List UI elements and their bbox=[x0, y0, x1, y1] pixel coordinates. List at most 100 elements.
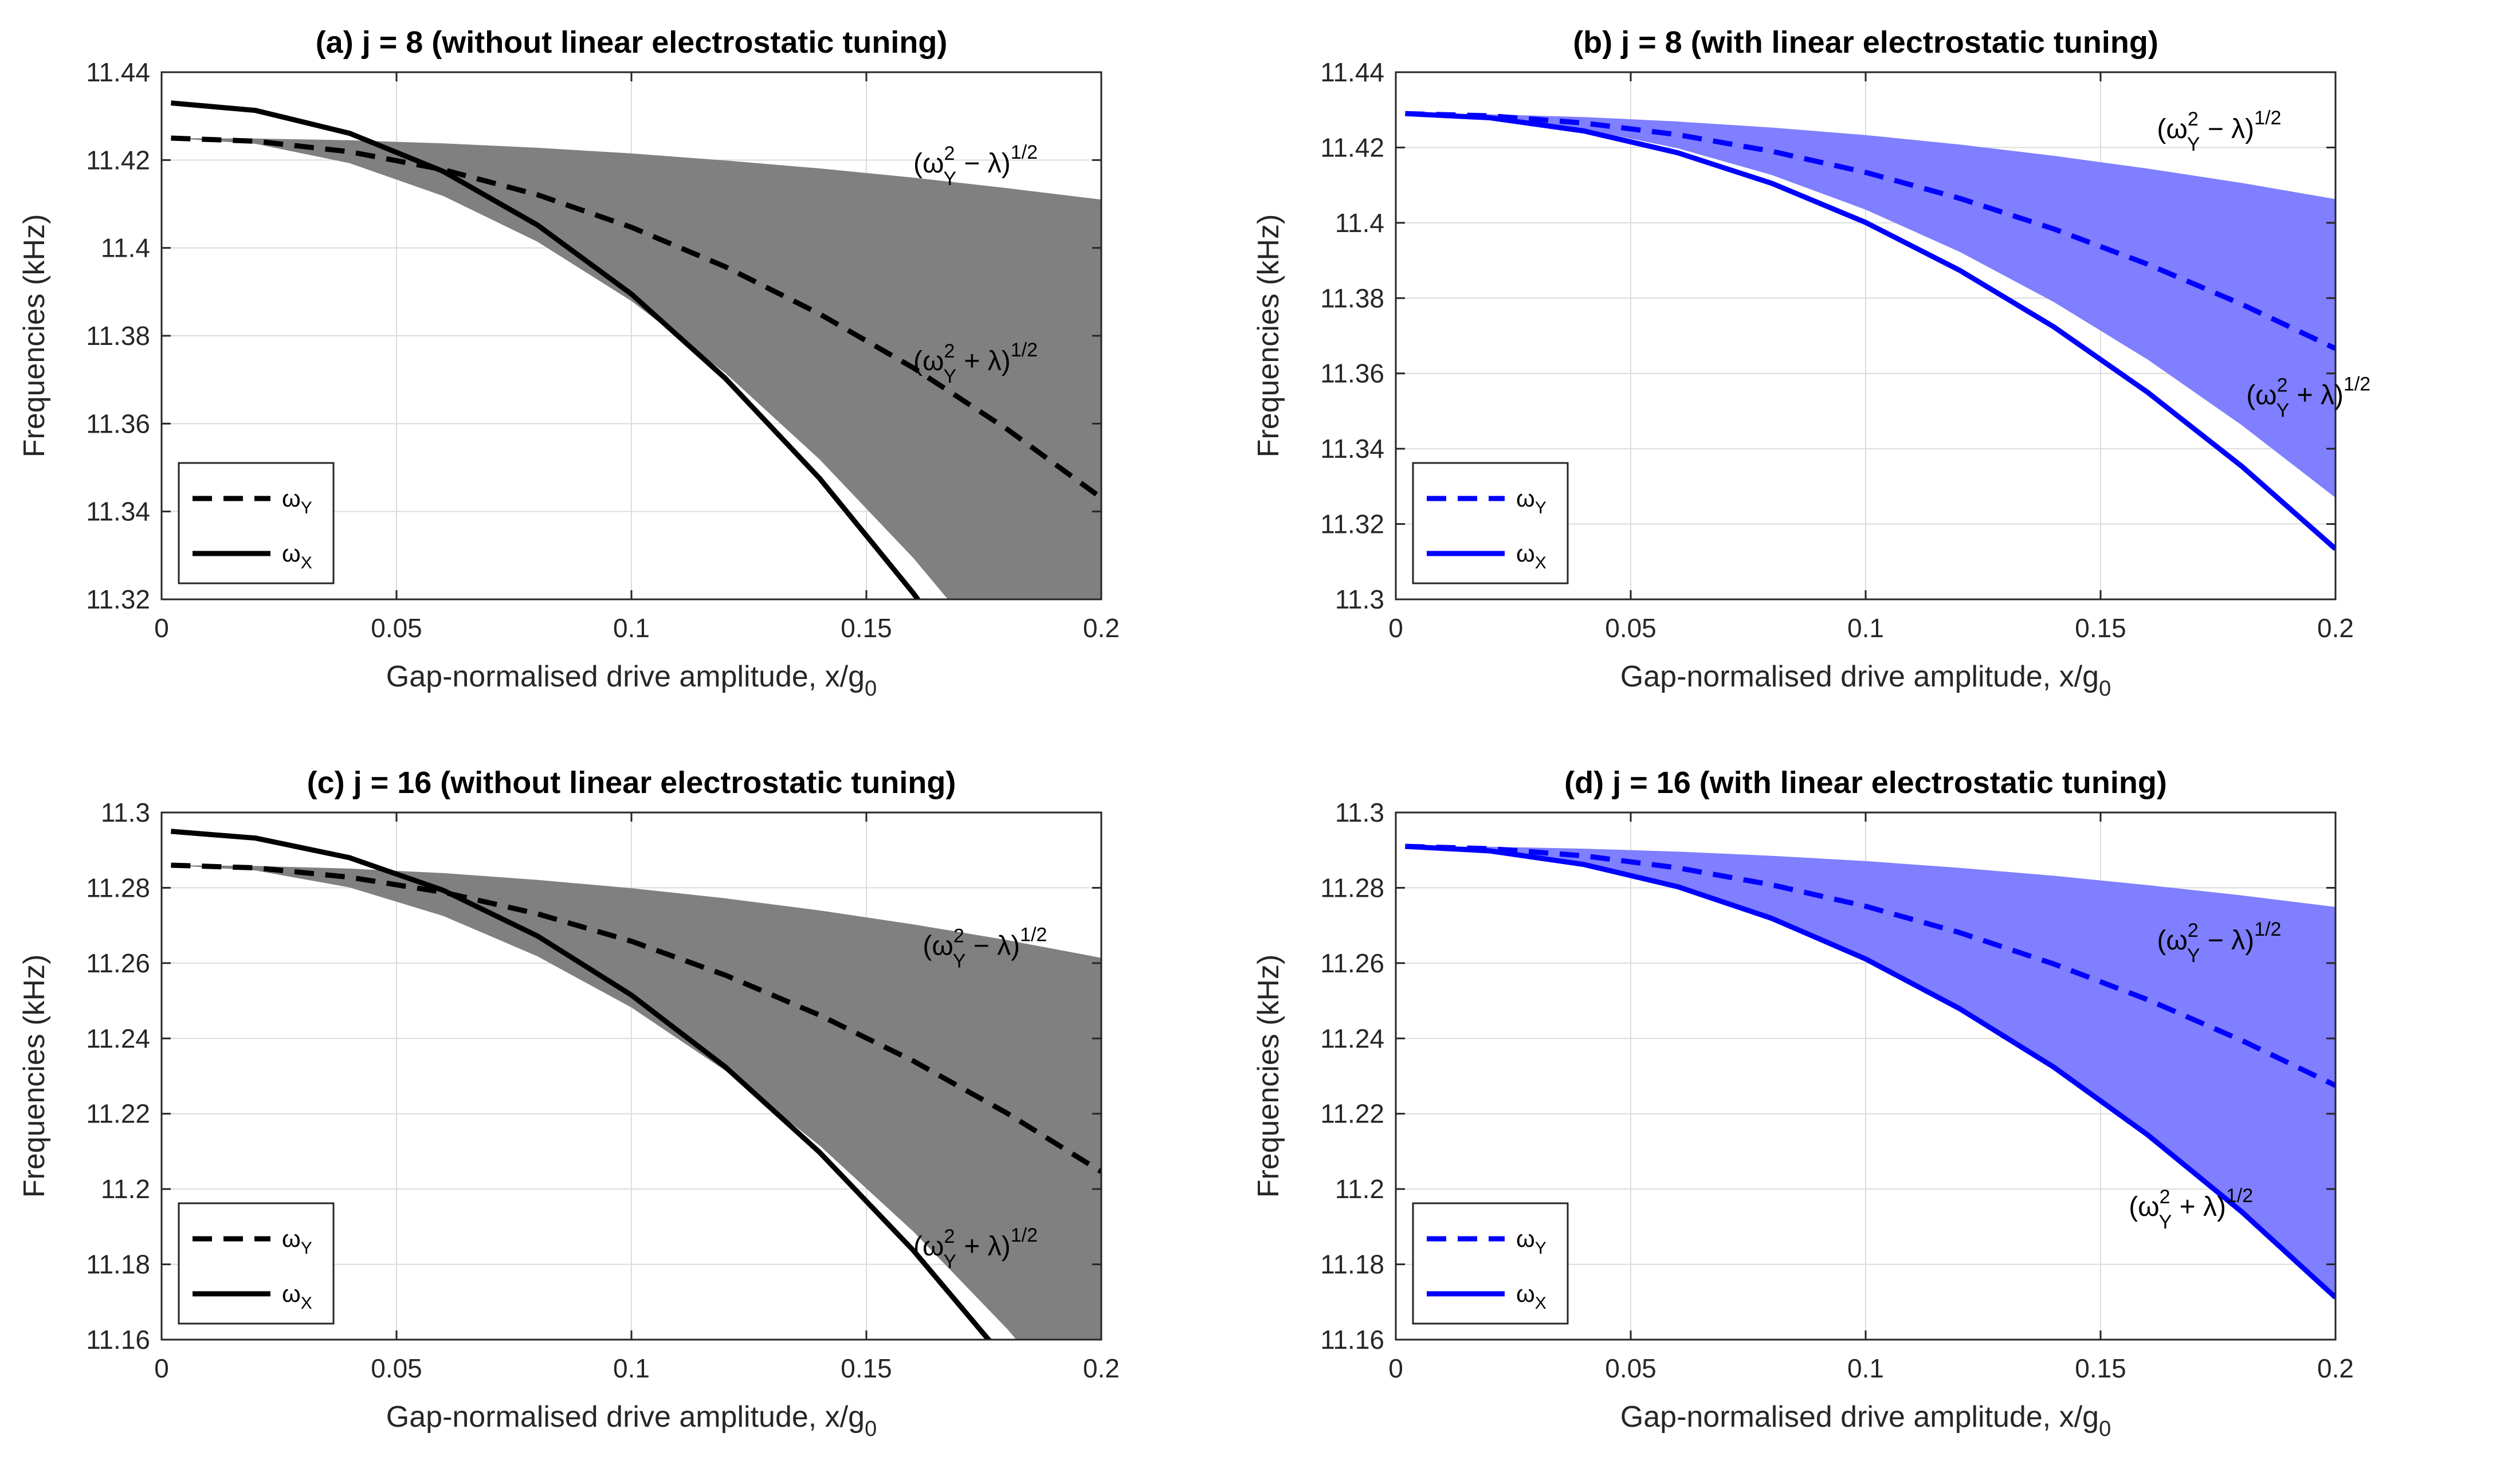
y-tick-label: 11.42 bbox=[1320, 132, 1384, 162]
y-tick-label: 11.18 bbox=[86, 1250, 150, 1279]
annotation-minus: (ω2 Y − λ)1/2 bbox=[913, 142, 1038, 190]
y-tick-label: 11.22 bbox=[1320, 1099, 1384, 1129]
y-tick-label: 11.28 bbox=[86, 873, 150, 902]
y-tick-label: 11.26 bbox=[86, 948, 150, 978]
y-tick-label: 11.28 bbox=[1320, 873, 1384, 902]
x-tick-label: 0.15 bbox=[841, 1353, 892, 1383]
panel-d: 0 0.05 0.1 0.15 0.2 11.16 11.18 11.2 11.22 11.24 1… bbox=[1252, 766, 2354, 1441]
y-tick-label: 11.42 bbox=[86, 145, 150, 175]
annotation-plus: (ω2 Y + λ)1/2 bbox=[2246, 374, 2370, 422]
y-tick-label: 11.32 bbox=[1320, 509, 1384, 539]
legend: ωY ωX bbox=[178, 1202, 335, 1325]
series-line-x bbox=[171, 829, 992, 1340]
legend-label-y: ωY bbox=[1516, 1225, 1546, 1258]
y-tick-label: 11.4 bbox=[101, 233, 150, 263]
shaded-band bbox=[171, 865, 1101, 1340]
annotation-plus: (ω2 Y + λ)1/2 bbox=[913, 339, 1038, 387]
series-line-y bbox=[1405, 111, 2335, 351]
x-axis-label: Gap-normalised drive amplitude, x/g0 bbox=[1620, 660, 2111, 701]
x-tick-label: 0 bbox=[1388, 613, 1403, 643]
x-tick-label: 0.05 bbox=[1605, 613, 1657, 643]
y-tick-label: 11.36 bbox=[86, 409, 150, 438]
y-tick-label: 11.38 bbox=[86, 321, 150, 351]
x-axis-label: Gap-normalised drive amplitude, x/g0 bbox=[386, 660, 877, 701]
x-tick-label: 0.1 bbox=[613, 613, 650, 643]
panel-title: (d) j = 16 (with linear electrostatic tu… bbox=[1564, 766, 2167, 800]
legend-box bbox=[1412, 462, 1569, 584]
y-axis-label: Frequencies (kHz) bbox=[1252, 214, 1285, 458]
x-tick-label: 0.2 bbox=[1083, 613, 1120, 643]
legend: ωY ωX bbox=[178, 462, 335, 584]
y-tick-label: 11.34 bbox=[1320, 434, 1384, 464]
y-tick-label: 11.44 bbox=[1320, 57, 1384, 87]
y-tick-label: 11.32 bbox=[86, 584, 150, 614]
x-tick-label: 0.1 bbox=[1847, 613, 1884, 643]
y-tick-label: 11.4 bbox=[1335, 208, 1384, 238]
annotation-plus: (ω2 Y + λ)1/2 bbox=[2129, 1185, 2253, 1233]
series-line-y bbox=[1405, 843, 2335, 1088]
x-tick-label: 0.05 bbox=[1605, 1353, 1657, 1383]
x-tick-label: 0.2 bbox=[2317, 613, 2354, 643]
x-tick-label: 0.15 bbox=[2075, 1353, 2126, 1383]
panel-title: (c) j = 16 (without linear electrostatic… bbox=[307, 766, 956, 800]
series-line-x bbox=[1405, 843, 2335, 1300]
y-tick-label: 11.24 bbox=[1320, 1023, 1384, 1053]
x-tick-label: 0.15 bbox=[841, 613, 892, 643]
y-tick-label: 11.16 bbox=[1320, 1325, 1384, 1355]
legend: ωY ωX bbox=[1412, 462, 1569, 584]
y-tick-label: 11.3 bbox=[101, 798, 150, 827]
y-tick-label: 11.2 bbox=[1335, 1174, 1384, 1204]
series-line-y bbox=[171, 862, 1101, 1174]
series-line-y bbox=[171, 135, 1101, 500]
x-tick-label: 0 bbox=[154, 613, 169, 643]
y-tick-label: 11.2 bbox=[101, 1174, 150, 1204]
y-axis-label: Frequencies (kHz) bbox=[18, 955, 51, 1198]
shaded-band bbox=[171, 138, 1101, 599]
x-tick-label: 0.05 bbox=[371, 1353, 422, 1383]
legend-label-x: ωX bbox=[282, 540, 312, 572]
y-axis-label: Frequencies (kHz) bbox=[18, 214, 51, 458]
x-tick-label: 0.1 bbox=[613, 1353, 650, 1383]
y-tick-label: 11.24 bbox=[86, 1023, 150, 1053]
y-axis-label: Frequencies (kHz) bbox=[1252, 955, 1285, 1198]
series-line-x bbox=[1405, 111, 2335, 551]
y-tick-label: 11.38 bbox=[1320, 283, 1384, 313]
x-tick-label: 0.2 bbox=[1083, 1353, 1120, 1383]
x-tick-label: 0 bbox=[1388, 1353, 1403, 1383]
panel-title: (a) j = 8 (without linear electrostatic … bbox=[316, 25, 948, 60]
x-tick-label: 0 bbox=[154, 1353, 169, 1383]
x-axis-label: Gap-normalised drive amplitude, x/g0 bbox=[1620, 1400, 2111, 1441]
legend-label-x: ωX bbox=[282, 1280, 312, 1313]
panel-a: 0 0.05 0.1 0.15 0.2 11.32 11.34 11.36 11.38 11.4 1… bbox=[18, 25, 1120, 701]
x-tick-label: 0.05 bbox=[371, 613, 422, 643]
y-tick-label: 11.18 bbox=[1320, 1250, 1384, 1279]
panel-c: 0 0.05 0.1 0.15 0.2 11.16 11.18 11.2 11.22 11.24 1… bbox=[18, 766, 1120, 1441]
panel-b: 0 0.05 0.1 0.15 0.2 11.3 11.32 11.34 11.36 11.38 1… bbox=[1252, 25, 2370, 701]
x-tick-label: 0.15 bbox=[2075, 613, 2126, 643]
y-tick-label: 11.16 bbox=[86, 1325, 150, 1355]
y-tick-label: 11.34 bbox=[86, 497, 150, 527]
legend-label-x: ωX bbox=[1516, 1280, 1546, 1313]
legend-box bbox=[178, 462, 335, 584]
x-tick-label: 0.2 bbox=[2317, 1353, 2354, 1383]
annotation-minus: (ω2 Y − λ)1/2 bbox=[2157, 918, 2281, 967]
shaded-band bbox=[1405, 846, 2335, 1298]
annotation-plus: (ω2 Y + λ)1/2 bbox=[913, 1224, 1038, 1273]
x-axis-label: Gap-normalised drive amplitude, x/g0 bbox=[386, 1400, 877, 1441]
y-tick-label: 11.26 bbox=[1320, 948, 1384, 978]
x-tick-label: 0.1 bbox=[1847, 1353, 1884, 1383]
legend-label-y: ωY bbox=[282, 1225, 312, 1258]
series-line-x bbox=[171, 100, 921, 599]
legend-label-x: ωX bbox=[1516, 540, 1546, 572]
y-tick-label: 11.44 bbox=[86, 57, 150, 87]
annotation-minus: (ω2 Y − λ)1/2 bbox=[923, 924, 1047, 972]
annotation-minus: (ω2 Y − λ)1/2 bbox=[2157, 107, 2281, 155]
legend: ωY ωX bbox=[1412, 1202, 1569, 1325]
legend-box bbox=[178, 1202, 335, 1325]
y-tick-label: 11.22 bbox=[86, 1099, 150, 1129]
legend-box bbox=[1412, 1202, 1569, 1325]
legend-label-y: ωY bbox=[282, 485, 312, 517]
shaded-band bbox=[1405, 113, 2335, 498]
y-tick-label: 11.36 bbox=[1320, 359, 1384, 388]
